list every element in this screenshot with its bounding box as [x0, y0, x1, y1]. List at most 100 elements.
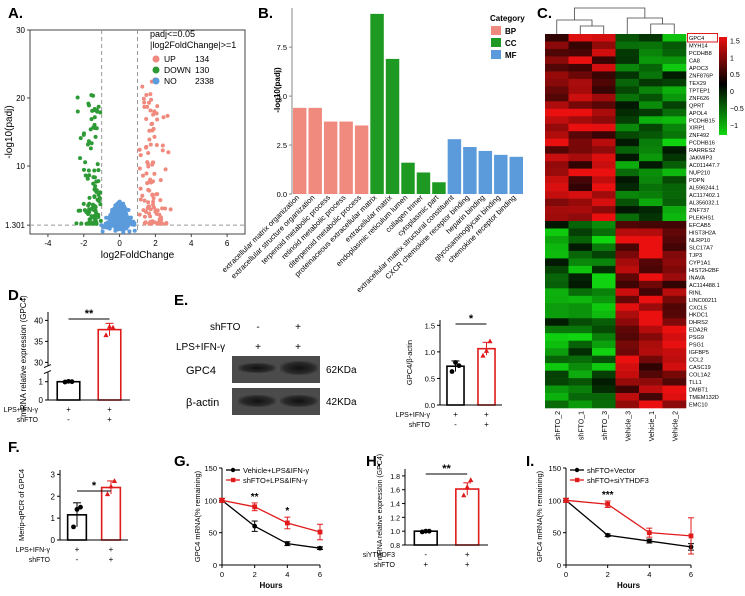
go-bar	[401, 162, 415, 194]
bar	[446, 365, 465, 406]
condition-mark: -	[67, 415, 70, 424]
legend-label: BP	[505, 27, 517, 36]
condition-label: siYTHDF3	[363, 552, 395, 559]
legend-marker	[152, 55, 160, 63]
volcano-point-up	[138, 197, 143, 202]
heatmap-cell	[662, 48, 687, 57]
dendro-branch	[573, 7, 646, 20]
heatmap-cell	[639, 86, 663, 95]
x-tick-label: -4	[44, 239, 52, 248]
volcano-point-no	[109, 223, 114, 228]
heatmap-cell	[639, 333, 663, 341]
heatmap-cell	[662, 295, 687, 304]
y-tick-label: 3	[51, 470, 56, 479]
heatmap-cell	[615, 101, 640, 110]
volcano-point-up	[163, 206, 168, 211]
volcano-point-up	[145, 206, 150, 211]
heatmap-cell	[568, 161, 593, 169]
y-axis-label: GPC4/β-actin	[405, 340, 414, 385]
heatmap-cell	[662, 228, 687, 237]
volcano-point-down	[81, 167, 86, 172]
heatmap-cell	[545, 393, 569, 401]
x-tick-label: 6	[225, 239, 230, 248]
heatmap-cell	[662, 250, 687, 259]
legend-label: Vehicle+LPS&IFN-γ	[243, 466, 309, 475]
heatmap-cell	[545, 48, 569, 57]
heatmap-cell	[545, 198, 569, 207]
volcano-point-up	[148, 92, 153, 97]
heatmap-row-label: AL356032.1	[689, 201, 719, 207]
heatmap-cell	[568, 138, 593, 147]
heatmap-cell	[639, 310, 663, 319]
volcano-point-up	[152, 171, 157, 176]
heatmap-cell	[662, 325, 687, 334]
heatmap-cell	[592, 325, 616, 334]
heatmap-cell	[592, 295, 616, 304]
heatmap-cell	[568, 280, 593, 289]
highlight-box	[687, 33, 718, 43]
data-point	[108, 483, 114, 489]
data-point	[456, 363, 462, 369]
heatmap-cell	[592, 310, 616, 319]
heatmap-row-label: PCDHB8	[689, 51, 712, 57]
volcano-point-no	[125, 216, 130, 221]
legend-swatch	[491, 38, 501, 47]
data-point	[483, 348, 490, 353]
volcano-point-up	[154, 111, 159, 116]
heatmap-cell	[662, 168, 687, 177]
legend-count: 2338	[195, 76, 214, 86]
heatmap-cell	[615, 183, 640, 192]
heatmap-row-label: TLL1	[689, 380, 702, 386]
heatmap-cell	[545, 363, 569, 371]
heatmap-cell	[545, 153, 569, 162]
volcano-point-down	[97, 195, 102, 200]
volcano-point-no	[99, 223, 104, 228]
heatmap-cell	[662, 258, 687, 267]
heatmap-cell	[639, 400, 663, 409]
heatmap-row-label: ZNF737	[689, 208, 709, 214]
volcano-point-down	[89, 117, 94, 122]
volcano-point-down	[79, 221, 84, 226]
x-tick-label: 0	[220, 570, 224, 579]
volcano-point-down	[87, 195, 92, 200]
wb-lane-mark: +	[255, 342, 261, 353]
heatmap-cell	[545, 213, 569, 222]
volcano-point-down	[92, 221, 97, 226]
heatmap-cell	[545, 161, 569, 169]
data-point	[605, 501, 611, 507]
heatmap-cell	[568, 273, 593, 282]
heatmap-cell	[615, 191, 640, 199]
y-tick-label: 40	[34, 316, 43, 325]
heatmap-cell	[639, 370, 663, 379]
heatmap-cell	[592, 228, 616, 237]
heatmap-cell	[615, 363, 640, 371]
condition-mark: +	[75, 545, 80, 554]
heatmap-cell	[545, 206, 569, 214]
y-tick-label: 1.301	[5, 221, 26, 230]
heatmap-cell	[639, 340, 663, 349]
data-point	[646, 538, 652, 544]
heatmap-cell	[639, 161, 663, 169]
volcano-point-up	[165, 113, 170, 118]
heatmap-cell	[615, 146, 640, 154]
x-tick-label: 4	[647, 570, 651, 579]
volcano-point-no	[119, 224, 124, 229]
heatmap-cell	[592, 71, 616, 80]
heatmap-cell	[592, 363, 616, 371]
volcano-point-up	[137, 166, 142, 171]
go-bar	[509, 156, 523, 194]
volcano-point-up	[160, 143, 165, 148]
volcano-point-down	[92, 203, 97, 208]
heatmap-cell	[545, 385, 569, 394]
heatmap-cell	[592, 280, 616, 289]
heatmap-cell	[662, 34, 687, 42]
x-axis-label: Hours	[617, 581, 641, 590]
y-tick-label: 5.0	[277, 92, 287, 101]
volcano-point-up	[146, 100, 151, 105]
heatmap-cell	[568, 168, 593, 177]
colorbar-label: 0.5	[730, 72, 740, 79]
data-point	[461, 492, 467, 498]
volcano-point-up	[142, 104, 147, 109]
heatmap-row-label: PDPN	[689, 178, 705, 184]
